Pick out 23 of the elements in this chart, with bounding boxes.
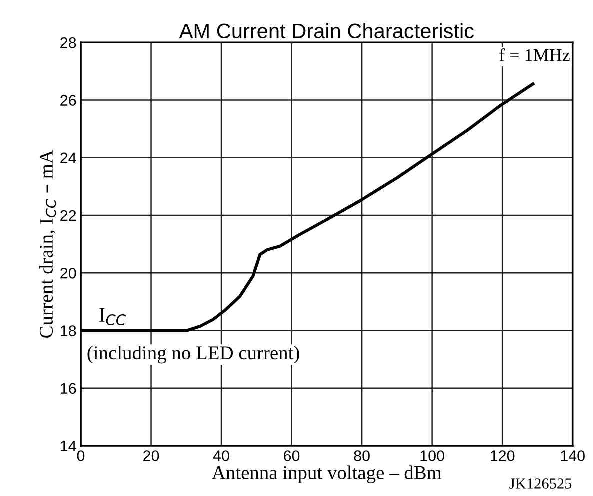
y-tick-label: 24 [60, 152, 76, 164]
x-tick-label: 0 [77, 450, 85, 462]
x-tick-label: 20 [144, 450, 160, 462]
x-tick-label: 120 [490, 450, 515, 462]
x-axis-title: Antenna input voltage – dBm [212, 466, 442, 484]
chart-title: AM Current Drain Characteristic [179, 23, 474, 39]
x-tick-label: 100 [420, 450, 444, 462]
y-tick-label: 20 [60, 268, 76, 279]
text: JK126525 [510, 478, 572, 489]
y-tick-label: 14 [61, 441, 76, 452]
annotation: (including no LED current) [88, 346, 300, 364]
annotation: f = 1MHz [500, 48, 570, 62]
x-tick-label: 60 [284, 450, 300, 462]
y-axis-title: Current drain, I$_{CC}$ – mA [39, 150, 56, 338]
x-tick-label: 40 [213, 450, 230, 462]
x-tick-label: 140 [561, 450, 585, 462]
y-tick-label: 18 [61, 326, 76, 336]
y-tick-label: 16 [61, 383, 76, 394]
y-tick-label: 28 [60, 38, 76, 48]
annotation: I$_{CC}$ [99, 308, 126, 326]
x-tick-label: 80 [354, 450, 370, 462]
y-tick-label: 26 [60, 95, 76, 106]
y-tick-label: 22 [60, 210, 76, 222]
